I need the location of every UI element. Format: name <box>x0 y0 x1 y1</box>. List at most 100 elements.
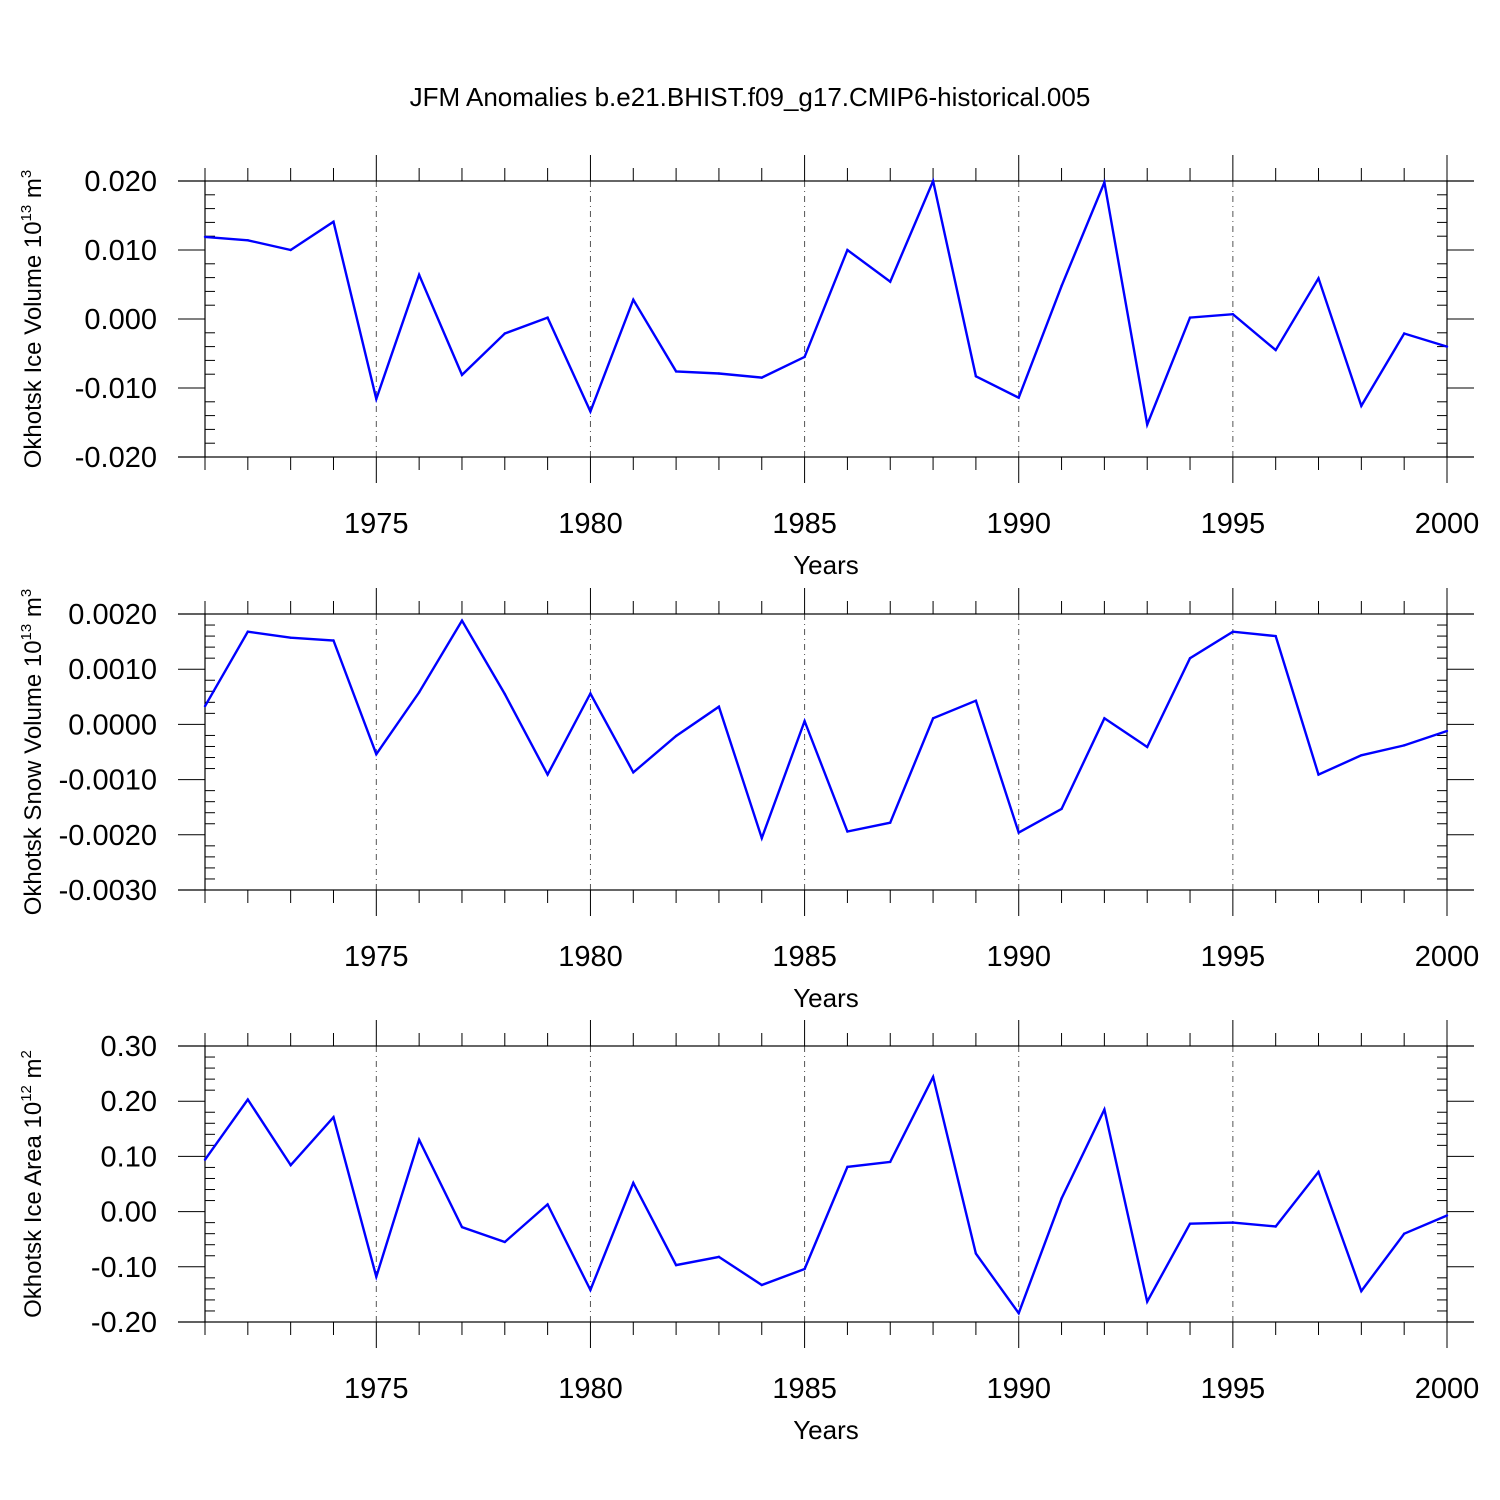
data-point <box>846 830 849 833</box>
data-point <box>717 705 721 708</box>
data-point <box>1060 807 1063 811</box>
data-point <box>760 376 763 379</box>
data-point <box>717 372 721 375</box>
y-tick-label: -0.020 <box>75 442 157 474</box>
series-line <box>204 177 1448 429</box>
x-axis-label: Years <box>793 983 859 1013</box>
data-point <box>246 630 250 633</box>
y-tick-label: -0.20 <box>91 1307 157 1339</box>
data-point <box>332 639 335 642</box>
data-point <box>1103 181 1106 184</box>
data-point <box>760 1283 763 1287</box>
data-point <box>417 273 421 277</box>
data-point <box>1274 1225 1277 1228</box>
data-point <box>889 280 892 283</box>
data-point <box>1103 1108 1106 1111</box>
plot-frame <box>204 180 1448 458</box>
y-axis-label: Okhotsk Snow Volume 1013 m3 <box>18 589 47 916</box>
data-point <box>1231 312 1235 316</box>
y-tick-label: -0.0030 <box>59 875 157 907</box>
y-tick-label: 0.30 <box>101 1031 157 1063</box>
data-point <box>375 753 378 756</box>
data-point <box>1402 744 1406 747</box>
y-axis-label-unit: m <box>20 1058 47 1085</box>
x-tick-label: 2000 <box>1415 508 1480 540</box>
x-tick-label: 1980 <box>558 1373 623 1405</box>
y-axis-label-text: Okhotsk Ice Area 10 <box>20 1102 47 1318</box>
data-point <box>632 1181 635 1185</box>
data-point <box>846 248 849 252</box>
x-tick-label: 1985 <box>772 508 837 540</box>
data-point <box>1146 1300 1149 1303</box>
y-axis-label-unit-exponent: 3 <box>18 170 35 178</box>
data-point <box>931 179 935 183</box>
x-tick-label: 2000 <box>1415 1373 1480 1405</box>
data-point <box>1060 284 1063 288</box>
y-tick-label: 0.0010 <box>68 654 157 686</box>
y-tick-label: 0.0020 <box>68 599 157 631</box>
y-tick-label: 0.020 <box>84 166 157 198</box>
data-point <box>674 1263 678 1267</box>
data-point <box>1231 1221 1235 1224</box>
data-point <box>589 1288 592 1292</box>
data-point <box>674 370 678 373</box>
x-tick-label: 1985 <box>772 941 837 973</box>
data-point <box>289 1164 292 1167</box>
data-point <box>717 1255 721 1259</box>
data-point <box>246 1098 250 1101</box>
series-line <box>204 1073 1448 1316</box>
y-tick-label: -0.0020 <box>59 820 157 852</box>
x-tick-label: 2000 <box>1415 941 1480 973</box>
y-axis-label-unit-exponent: 3 <box>18 589 35 597</box>
data-point <box>1445 729 1449 733</box>
panel-2: -0.0030 -0.0020 -0.0010 0.0000 0.0010 0.0020 1… <box>18 588 1479 1013</box>
data-point <box>674 734 678 738</box>
x-axis-label: Years <box>793 550 859 580</box>
x-tick-label: 1995 <box>1201 1373 1266 1405</box>
data-point <box>1402 1232 1406 1235</box>
data-point <box>931 717 935 720</box>
x-tick-label: 1980 <box>558 941 623 973</box>
data-point <box>289 636 292 639</box>
data-point <box>1317 1170 1320 1174</box>
x-tick-label: 1995 <box>1201 941 1266 973</box>
y-tick-label: -0.010 <box>75 373 157 405</box>
data-point <box>931 1075 935 1079</box>
data-point <box>1103 717 1106 720</box>
data-point <box>1445 1214 1449 1217</box>
data-point <box>803 355 806 359</box>
data-point <box>289 248 292 252</box>
y-axis-label-exponent: 13 <box>18 205 35 222</box>
y-axis-label-unit: m <box>20 178 47 205</box>
data-point <box>803 719 806 723</box>
data-point <box>803 1267 806 1271</box>
figure-title: JFM Anomalies b.e21.BHIST.f09_g17.CMIP6-… <box>410 82 1091 112</box>
data-point <box>1231 630 1235 633</box>
x-tick-label: 1990 <box>986 508 1051 540</box>
data-point <box>1317 277 1320 280</box>
data-point <box>460 619 464 622</box>
x-tick-label: 1980 <box>558 508 623 540</box>
data-point <box>889 1160 892 1164</box>
data-point <box>1317 773 1320 776</box>
data-point <box>1017 831 1020 834</box>
y-axis-label-exponent: 13 <box>18 624 35 641</box>
data-point <box>1146 745 1149 749</box>
data-point <box>589 410 592 413</box>
x-tick-label: 1975 <box>344 508 409 540</box>
data-point <box>1017 396 1020 399</box>
data-point <box>1402 332 1406 335</box>
y-tick-label: 0.20 <box>101 1086 157 1118</box>
data-point <box>332 220 335 223</box>
data-point <box>460 1225 464 1229</box>
data-point <box>503 332 506 335</box>
x-axis-label: Years <box>793 1415 859 1445</box>
data-point <box>1274 348 1277 352</box>
x-tick-label: 1985 <box>772 1373 837 1405</box>
data-point <box>632 298 635 301</box>
x-tick-label: 1995 <box>1201 508 1266 540</box>
y-axis-label: Okhotsk Ice Area 1012 m2 <box>18 1050 47 1318</box>
data-point <box>246 239 250 242</box>
data-point <box>1188 1222 1192 1225</box>
